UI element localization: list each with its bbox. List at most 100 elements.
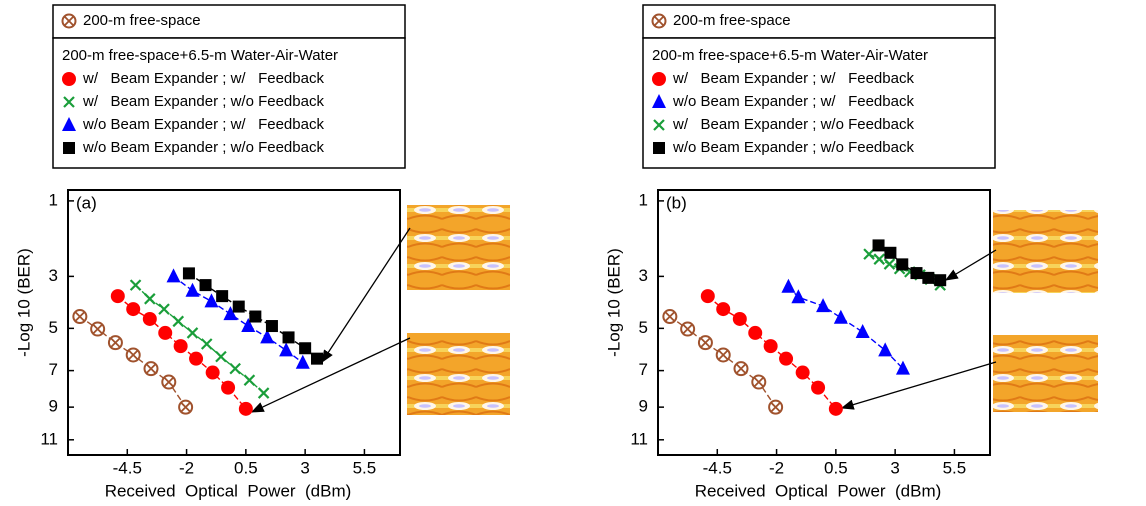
marker (186, 283, 200, 297)
x-tick-label: 0.5 (824, 458, 848, 477)
marker (162, 376, 175, 389)
marker (735, 362, 748, 375)
dot (716, 302, 730, 316)
dot (652, 72, 666, 86)
marker (748, 326, 762, 340)
cross (145, 294, 155, 304)
x-tick-label: 5.5 (353, 458, 377, 477)
legend-label: w/ Beam Expander ; w/o Feedback (82, 93, 324, 110)
cross (230, 364, 240, 374)
marker (779, 352, 793, 366)
eye-diagram (407, 333, 510, 415)
marker (752, 376, 765, 389)
marker (188, 328, 198, 338)
marker (910, 267, 922, 279)
legend-label: w/o Beam Expander ; w/ Feedback (672, 93, 914, 110)
dot (748, 326, 762, 340)
plot-frame (658, 190, 990, 455)
marker (781, 279, 795, 293)
marker (311, 353, 323, 365)
marker (283, 331, 295, 343)
x-tick-label: 3 (300, 458, 309, 477)
square (896, 258, 908, 270)
legend-label: w/ Beam Expander ; w/ Feedback (672, 70, 914, 87)
cross (131, 280, 141, 290)
marker (179, 401, 192, 414)
triangle (279, 342, 293, 356)
y-axis-label: -Log 10 (BER) (14, 248, 33, 357)
marker (896, 258, 908, 270)
marker (200, 279, 212, 291)
marker (699, 336, 712, 349)
marker (922, 272, 934, 284)
square (934, 274, 946, 286)
triangle (186, 283, 200, 297)
triangle (296, 355, 310, 369)
marker (244, 375, 254, 385)
dot (111, 289, 125, 303)
marker (249, 311, 261, 323)
y-tick-label: 11 (40, 429, 58, 448)
eye-diagram (993, 335, 1098, 412)
legend-label: w/ Beam Expander ; w/ Feedback (82, 70, 324, 87)
marker (111, 289, 125, 303)
dot (158, 326, 172, 340)
eye-diagrams (252, 205, 1098, 415)
y-tick-label: 3 (639, 266, 648, 285)
marker (63, 142, 75, 154)
marker (733, 312, 747, 326)
marker (143, 312, 157, 326)
marker (91, 323, 104, 336)
dot (62, 72, 76, 86)
marker (874, 254, 884, 264)
figure: -4.5-20.535.51357911(a)Received Optical … (0, 0, 1146, 506)
marker (296, 355, 310, 369)
marker (769, 401, 782, 414)
marker (896, 361, 910, 375)
eye-diagram (407, 205, 510, 290)
marker (856, 324, 870, 338)
cross (259, 388, 269, 398)
x-tick-label: 0.5 (234, 458, 258, 477)
dot (779, 352, 793, 366)
square (910, 267, 922, 279)
square (249, 311, 261, 323)
marker (717, 348, 730, 361)
triangle (816, 298, 830, 312)
square (63, 142, 75, 154)
x-tick-label: -4.5 (703, 458, 732, 477)
legend-title: 200-m free-space+6.5-m Water-Air-Water (652, 47, 928, 64)
marker (189, 352, 203, 366)
legend-label: w/o Beam Expander ; w/o Feedback (672, 139, 914, 156)
dot (174, 339, 188, 353)
panel-label: (b) (666, 193, 687, 212)
legend: 200-m free-space200-m free-space+6.5-m W… (53, 5, 405, 168)
triangle (878, 342, 892, 356)
x-tick-label: 5.5 (943, 458, 967, 477)
x-tick-label: -2 (769, 458, 784, 477)
square (884, 247, 896, 259)
marker (145, 362, 158, 375)
dot (126, 302, 140, 316)
marker (216, 352, 226, 362)
cross (159, 304, 169, 314)
square (200, 279, 212, 291)
plot-frame (68, 190, 400, 455)
marker (716, 302, 730, 316)
series-line (788, 287, 903, 369)
marker (230, 364, 240, 374)
square (183, 267, 195, 279)
marker (221, 381, 235, 395)
marker (158, 326, 172, 340)
dot (811, 381, 825, 395)
dot (189, 352, 203, 366)
marker (131, 280, 141, 290)
marker (652, 72, 666, 86)
arrow (946, 250, 996, 280)
legend-label: w/ Beam Expander ; w/o Feedback (672, 116, 914, 133)
triangle (856, 324, 870, 338)
y-tick-label: 3 (49, 266, 58, 285)
marker (653, 15, 666, 28)
